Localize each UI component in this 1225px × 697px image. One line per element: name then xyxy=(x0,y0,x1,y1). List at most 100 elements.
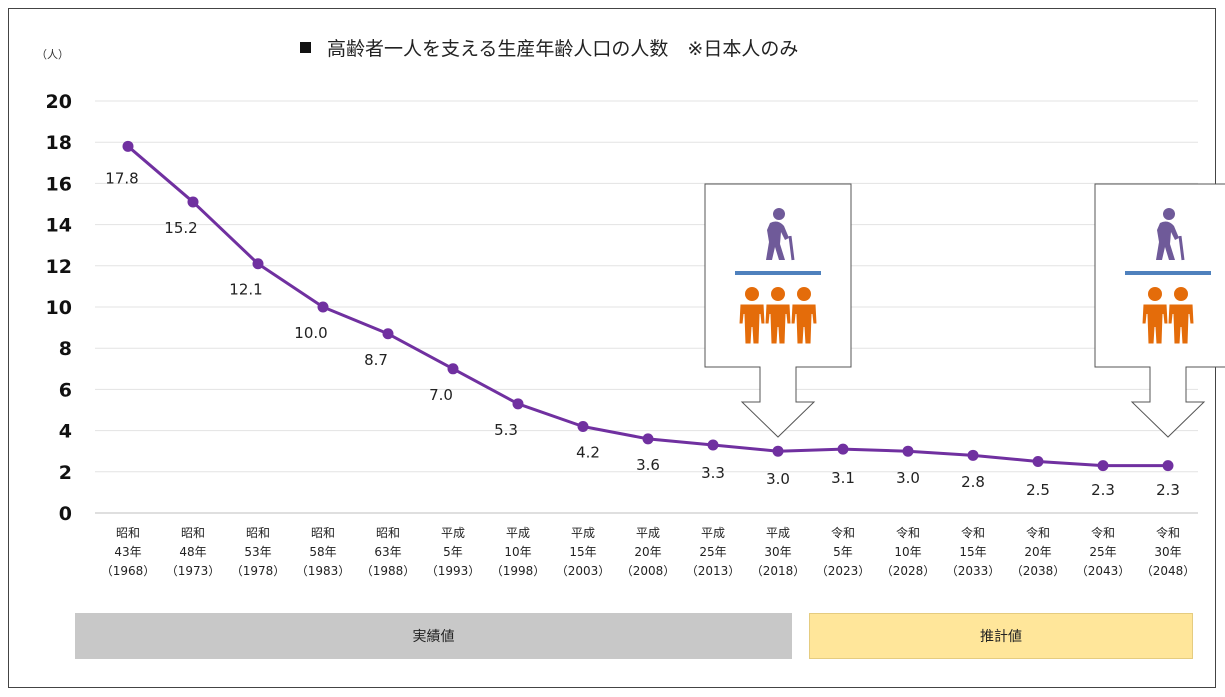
x-tick-label-line: 昭和 xyxy=(116,526,140,540)
x-tick-label-line: （1978） xyxy=(231,564,286,578)
working-age-person-icon xyxy=(738,287,766,345)
data-point xyxy=(577,420,589,432)
worker-head xyxy=(745,287,759,301)
x-tick-label-line: 令和 xyxy=(1091,525,1115,540)
data-label: 12.1 xyxy=(229,281,262,299)
series-line xyxy=(127,145,1168,468)
data-label: 17.8 xyxy=(105,169,138,187)
x-tick-label-line: （1993） xyxy=(426,564,481,578)
elderly-person-with-cane-icon xyxy=(1156,208,1185,261)
worker-head xyxy=(771,287,785,301)
x-tick-label-line: （2008） xyxy=(621,564,676,578)
elderly-body xyxy=(766,221,789,260)
data-point xyxy=(772,445,784,457)
x-tick-label: 昭和 48年 （1973） xyxy=(166,526,221,578)
y-tick-label: 18 xyxy=(46,132,72,154)
data-point xyxy=(382,328,394,340)
worker-body xyxy=(1167,303,1195,345)
period-band-forecast: 推計値 xyxy=(809,613,1193,659)
data-point xyxy=(252,258,264,270)
x-tick-label-line: 63年 xyxy=(374,545,401,559)
x-tick-label-line: 48年 xyxy=(179,545,206,559)
x-tick-label-line: 10年 xyxy=(894,545,921,559)
x-tick-label: 平成 10年 （1998） xyxy=(491,526,546,578)
x-tick-label-line: 30年 xyxy=(764,545,791,559)
x-tick-label-line: （1983） xyxy=(296,564,351,578)
data-point xyxy=(1097,460,1109,472)
x-tick-label-line: （2003） xyxy=(556,564,611,578)
x-tick-label-line: 令和 xyxy=(831,525,855,540)
worker-body xyxy=(1141,303,1169,345)
data-label: 4.2 xyxy=(576,443,600,461)
x-tick-label-line: 5年 xyxy=(833,545,853,559)
x-tick-label-line: （2038） xyxy=(1011,564,1066,578)
data-point xyxy=(512,398,524,410)
data-label: 7.0 xyxy=(429,386,453,404)
x-tick-label-line: （1968） xyxy=(101,564,156,578)
y-tick-label: 20 xyxy=(46,91,72,113)
x-tick-label-line: 25年 xyxy=(699,545,726,559)
elderly-head xyxy=(773,208,785,220)
y-tick-label: 6 xyxy=(59,379,72,401)
period-label-forecast: 推計値 xyxy=(980,629,1022,645)
data-point xyxy=(447,363,459,375)
x-tick-label-line: （2028） xyxy=(881,564,936,578)
working-age-person-icon xyxy=(1167,287,1195,345)
callout-divider xyxy=(735,271,821,275)
x-tick-label: 昭和 53年 （1978） xyxy=(231,526,286,578)
x-tick-label-line: （2043） xyxy=(1076,564,1131,578)
x-tick-label: 令和 15年 （2033） xyxy=(946,525,1001,578)
x-tick-label-line: 平成 xyxy=(571,526,595,540)
working-age-person-icon xyxy=(1141,287,1169,345)
data-label: 2.8 xyxy=(961,473,985,491)
worker-body xyxy=(790,303,818,345)
data-label: 5.3 xyxy=(494,421,518,439)
data-label: 15.2 xyxy=(164,219,197,237)
x-tick-label-line: 昭和 xyxy=(376,526,400,540)
working-age-person-icon xyxy=(764,287,792,345)
elderly-person-with-cane-icon xyxy=(766,208,795,261)
x-tick-label-line: 平成 xyxy=(506,526,530,540)
x-tick-label: 令和 5年 （2023） xyxy=(816,525,871,578)
elderly-cane xyxy=(788,235,795,261)
data-point xyxy=(902,445,914,457)
working-age-person-icon xyxy=(790,287,818,345)
period-label-actual: 実績値 xyxy=(412,629,455,645)
x-tick-label: 令和 10年 （2028） xyxy=(881,525,936,578)
x-tick-label-line: 53年 xyxy=(244,545,271,559)
x-tick-label-line: 20年 xyxy=(1024,545,1051,559)
x-tick-label-line: （2048） xyxy=(1141,564,1196,578)
x-tick-label-line: 令和 xyxy=(1156,525,1180,540)
data-label: 2.3 xyxy=(1091,481,1115,499)
data-point xyxy=(642,433,654,445)
y-tick-label: 8 xyxy=(59,338,72,360)
x-tick-label-line: 昭和 xyxy=(246,526,270,540)
callout-box xyxy=(704,183,852,438)
data-point xyxy=(187,196,199,208)
y-tick-label: 16 xyxy=(46,173,72,195)
x-tick-label-line: （2013） xyxy=(686,564,741,578)
x-tick-label-line: 30年 xyxy=(1154,545,1181,559)
data-label: 3.3 xyxy=(701,464,725,482)
x-tick-label-line: 43年 xyxy=(114,545,141,559)
worker-head xyxy=(1148,287,1162,301)
elderly-body xyxy=(1156,221,1179,260)
worker-head xyxy=(1174,287,1188,301)
x-tick-label-line: 昭和 xyxy=(311,526,335,540)
x-tick-label: 昭和 43年 （1968） xyxy=(101,526,156,578)
y-tick-label: 2 xyxy=(59,462,72,484)
x-tick-label-line: 平成 xyxy=(636,526,660,540)
x-tick-label-line: 58年 xyxy=(309,545,336,559)
data-label: 2.5 xyxy=(1026,481,1050,499)
y-axis-unit: （人） xyxy=(36,48,69,61)
gridlines xyxy=(95,100,1198,514)
worker-body xyxy=(738,303,766,345)
x-tick-label-line: 平成 xyxy=(766,526,790,540)
y-tick-label: 10 xyxy=(46,297,72,319)
chart-title-text: 高齢者一人を支える生産年齢人口の人数 ※日本人のみ xyxy=(327,38,799,60)
x-tick-label: 平成 15年 （2003） xyxy=(556,526,611,578)
x-tick-label: 平成 30年 （2018） xyxy=(751,526,806,578)
x-tick-label-line: （1998） xyxy=(491,564,546,578)
